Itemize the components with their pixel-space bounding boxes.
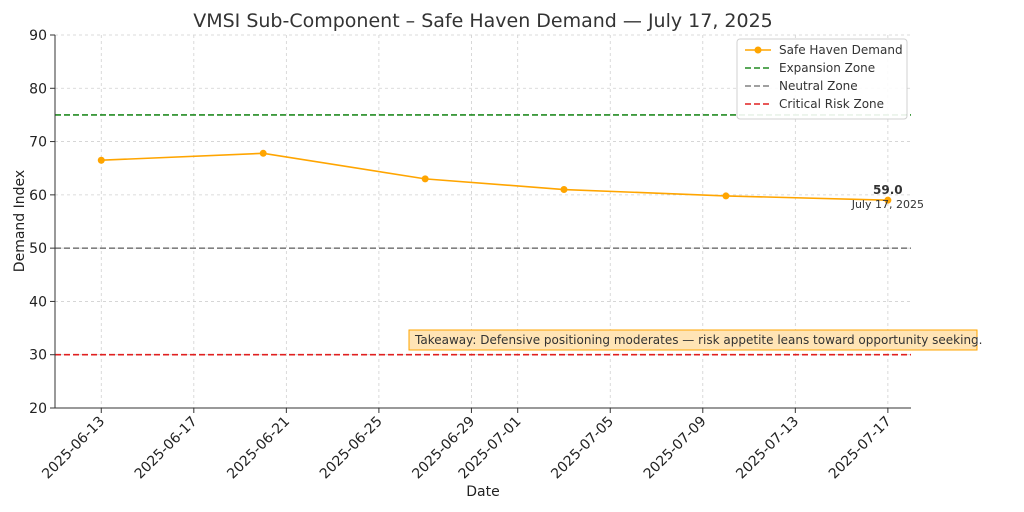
takeaway-text: Takeaway: Defensive positioning moderate…: [414, 333, 983, 347]
series-layer: [97, 149, 892, 204]
data-point: [722, 192, 730, 200]
data-point: [97, 156, 105, 164]
y-tick-label: 30: [29, 348, 47, 364]
data-point: [884, 196, 892, 204]
legend-label: Neutral Zone: [779, 79, 858, 93]
y-tick-label: 20: [29, 401, 47, 417]
last-value-label: 59.0: [873, 183, 903, 197]
x-tick-label: 2025-07-09: [641, 414, 710, 483]
x-tick-label: 2025-07-17: [826, 414, 895, 483]
y-axis-label: Demand Index: [12, 170, 28, 272]
x-tick-label: 2025-06-17: [132, 414, 201, 483]
legend-box: [736, 38, 908, 120]
takeaway-background: [408, 329, 978, 351]
data-point: [560, 186, 568, 194]
data-point: [259, 149, 267, 157]
y-tick-label: 50: [29, 241, 47, 257]
annotations: 59.0 July 17, 2025: [851, 183, 924, 211]
legend-label: Critical Risk Zone: [779, 97, 884, 111]
takeaway-box: Takeaway: Defensive positioning moderate…: [408, 329, 983, 351]
reference-lines: [55, 114, 911, 356]
legend-label: Safe Haven Demand: [779, 43, 903, 57]
series-line: [101, 152, 888, 201]
legend-label: Expansion Zone: [779, 61, 875, 75]
y-tick-label: 80: [29, 81, 47, 97]
y-tick-label: 40: [29, 294, 47, 310]
legend-marker: [754, 46, 762, 54]
x-tick-label: 2025-07-05: [548, 414, 617, 483]
x-tick-label: 2025-07-13: [733, 414, 802, 483]
y-tick-label: 70: [29, 135, 47, 151]
chart-title: VMSI Sub-Component – Safe Haven Demand —…: [193, 10, 773, 32]
y-tick-label: 60: [29, 188, 47, 204]
x-axis-label: Date: [466, 484, 499, 500]
x-tick-label: 2025-06-21: [224, 414, 293, 483]
data-point: [421, 175, 429, 183]
x-tick-label: 2025-06-25: [317, 414, 386, 483]
x-tick-label: 2025-06-13: [39, 414, 108, 483]
y-tick-label: 90: [29, 28, 47, 44]
last-date-label: July 17, 2025: [851, 198, 924, 211]
legend: Safe Haven Demand Expansion Zone Neutral Z…: [736, 38, 908, 120]
